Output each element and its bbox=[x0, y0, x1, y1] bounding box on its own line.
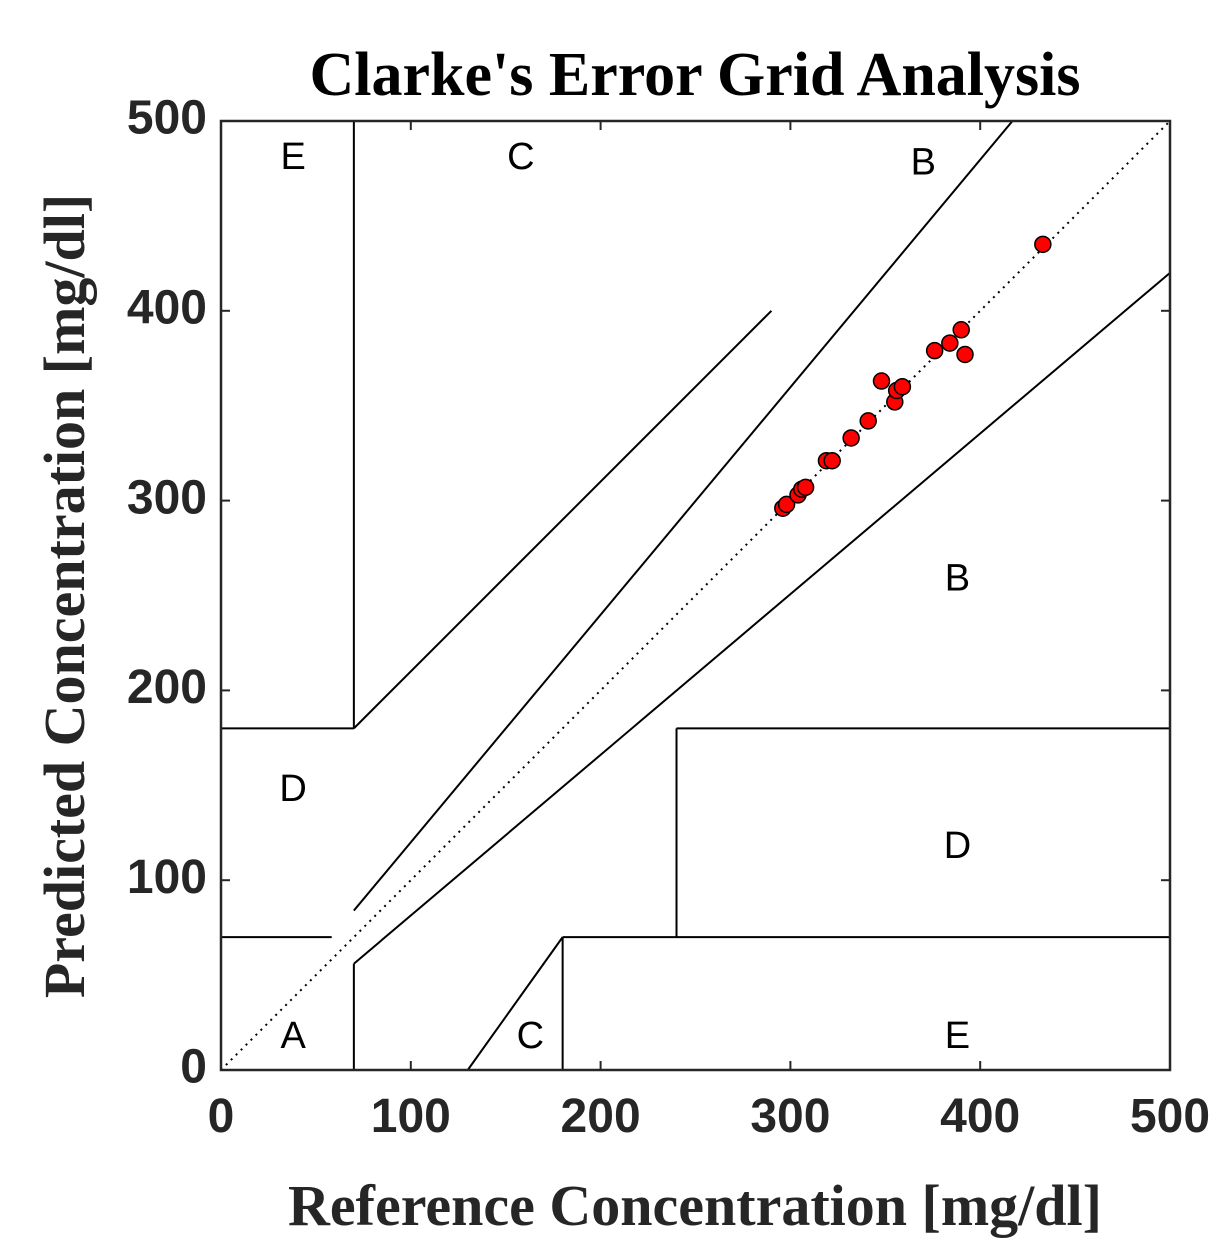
zone-label-e-9: E bbox=[945, 1015, 970, 1057]
x-tick-label-500: 500 bbox=[1130, 1090, 1210, 1143]
zone-line-4 bbox=[353, 120, 1014, 912]
zone-label-b-4: B bbox=[945, 557, 970, 599]
zone-boundaries bbox=[221, 120, 1171, 1071]
data-point-5 bbox=[796, 478, 815, 497]
data-point-2 bbox=[777, 495, 796, 514]
zone-line-3 bbox=[353, 310, 773, 730]
data-point-9 bbox=[859, 412, 877, 430]
x-tick-label-300: 300 bbox=[750, 1090, 830, 1143]
chart-title: Clarke's Error Grid Analysis bbox=[309, 41, 1080, 109]
data-point-8 bbox=[842, 429, 860, 447]
zone-line-6 bbox=[353, 272, 1171, 965]
zone-label-e-1: E bbox=[280, 136, 305, 178]
x-tick-label-100: 100 bbox=[371, 1090, 451, 1143]
axes bbox=[219, 119, 1172, 1072]
x-tick-label-400: 400 bbox=[940, 1090, 1020, 1143]
zone-line-8 bbox=[466, 936, 564, 1071]
data-point-7 bbox=[823, 451, 841, 470]
y-tick-label-0: 0 bbox=[180, 1041, 207, 1094]
data-point-17 bbox=[956, 345, 974, 364]
zone-label-a-7: A bbox=[280, 1015, 306, 1057]
data-point-15 bbox=[941, 334, 959, 352]
zone-label-b-3: B bbox=[911, 142, 936, 184]
x-tick-label-200: 200 bbox=[561, 1090, 641, 1143]
plot-frame bbox=[219, 119, 1172, 1072]
y-tick-label-500: 500 bbox=[127, 92, 207, 145]
y-axis-label: Predicted Concentration [mg/dl] bbox=[32, 194, 97, 998]
y-tick-label-300: 300 bbox=[127, 471, 207, 524]
data-point-10 bbox=[872, 372, 891, 390]
identity-line bbox=[220, 120, 1171, 1071]
zone-label-c-2: C bbox=[507, 136, 534, 178]
y-tick-label-100: 100 bbox=[127, 851, 207, 904]
x-tick-label-0: 0 bbox=[208, 1090, 235, 1143]
data-point-13 bbox=[893, 377, 912, 396]
zone-labels: E C B B D D A C E bbox=[279, 136, 971, 1057]
zone-label-d-5: D bbox=[279, 768, 306, 810]
data-point-16 bbox=[952, 321, 970, 339]
data-point-18 bbox=[1034, 235, 1052, 254]
y-tick-label-200: 200 bbox=[127, 661, 207, 714]
data-points bbox=[774, 235, 1052, 517]
data-point-14 bbox=[925, 341, 944, 360]
tick-labels: 0 100 200 300 400 500 0 100 200 300 400 500 bbox=[127, 92, 1210, 1143]
identity-line-group bbox=[220, 120, 1171, 1071]
x-axis-label: Reference Concentration [mg/dl] bbox=[288, 1173, 1102, 1238]
zone-label-d-6: D bbox=[944, 825, 971, 867]
zone-label-c-8: C bbox=[517, 1015, 544, 1057]
y-tick-label-400: 400 bbox=[127, 281, 207, 334]
